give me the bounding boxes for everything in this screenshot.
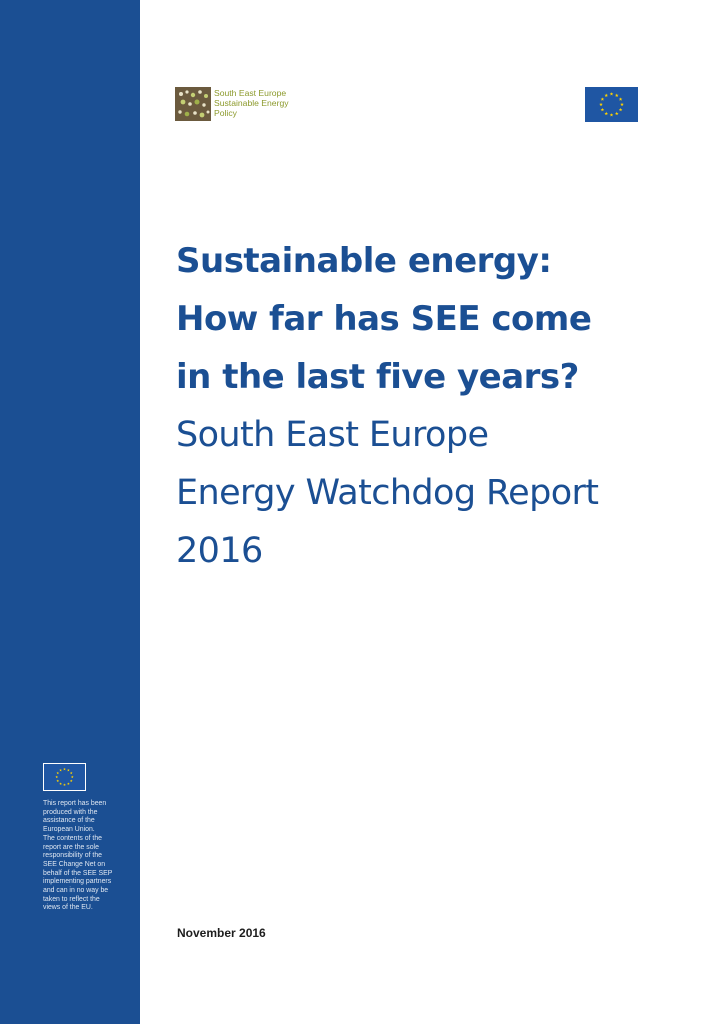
eu-star [56,779,60,783]
eu-star [600,97,605,101]
subtitle-line: 2016 [176,531,263,571]
eu-star [59,782,62,785]
publication-date: November 2016 [177,926,266,940]
eu-star [604,111,609,116]
eu-star [55,775,59,779]
eu-star [59,768,62,772]
report-subtitle: South East Europe Energy Watchdog Report… [176,406,696,580]
eu-star [604,93,609,97]
eu-star [609,92,614,96]
brand-line: South East Europe [214,88,287,98]
eu-flag-icon [585,87,638,122]
brand-line: Policy [214,108,237,118]
eu-star [599,102,603,107]
disclaimer-text: This report has been produced with the a… [43,800,113,912]
eu-star [614,111,619,116]
eu-star [600,107,605,112]
eu-flag-stars [55,767,74,786]
eu-star [67,782,70,785]
eu-flag-icon [43,763,86,791]
eu-star [620,102,624,107]
title-line: How far has SEE come [176,299,592,339]
eu-star [56,771,60,775]
see-sep-logo-icon [175,87,211,121]
eu-star [63,783,66,786]
subtitle-line: Energy Watchdog Report [176,473,599,513]
brand-line: Sustainable Energy [214,98,289,108]
sidebar-band: This report has been produced with the a… [0,0,140,1024]
eu-star [70,775,74,779]
eu-star [618,97,623,101]
eu-star [614,93,619,97]
title-line: Sustainable energy: [176,241,552,281]
eu-star [67,768,70,772]
report-title: Sustainable energy: How far has SEE come… [176,232,696,406]
eu-flag-stars [599,92,624,117]
eu-star [69,771,73,775]
brand-name: South East Europe Sustainable Energy Pol… [214,88,289,118]
eu-star [618,107,623,112]
subtitle-line: South East Europe [176,415,489,455]
eu-star [63,767,66,771]
eu-star [609,113,614,117]
title-line: in the last five years? [176,357,579,397]
eu-star [69,779,73,783]
